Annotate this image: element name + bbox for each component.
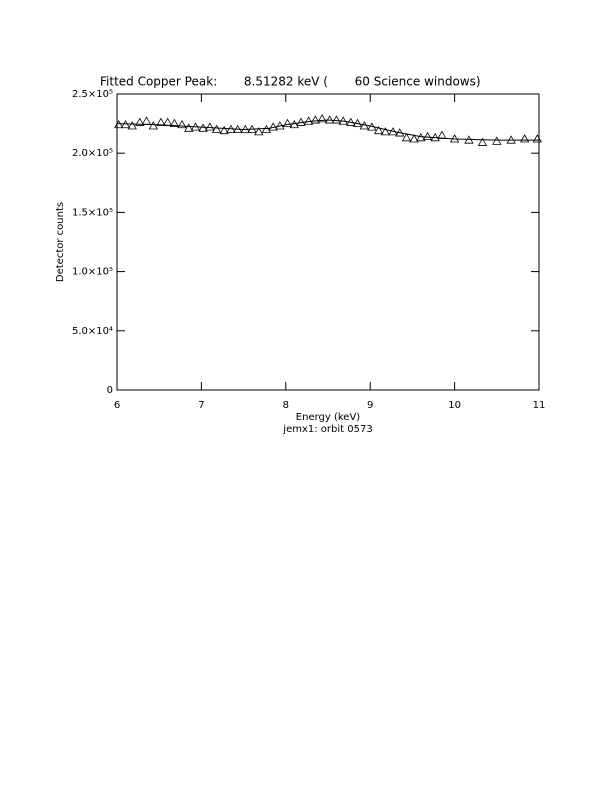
data-point xyxy=(310,115,321,124)
data-point xyxy=(324,115,335,124)
data-point xyxy=(532,134,543,143)
x-tick-label: 10 xyxy=(448,400,461,411)
data-point xyxy=(127,121,137,130)
data-point xyxy=(211,124,222,133)
data-point xyxy=(317,114,327,123)
y-tick-label: 1.5×10⁵ xyxy=(72,207,113,218)
data-point xyxy=(519,134,530,143)
data-point xyxy=(422,131,433,141)
plot-frame xyxy=(116,93,540,391)
data-point xyxy=(401,133,412,142)
fit-line xyxy=(116,119,539,141)
x-tick-label: 6 xyxy=(114,400,120,411)
data-point xyxy=(380,127,391,136)
data-point xyxy=(169,118,180,127)
x-tick-label: 11 xyxy=(533,400,546,411)
data-point xyxy=(113,119,124,129)
data-point xyxy=(303,116,314,125)
data-point xyxy=(409,134,419,143)
data-point xyxy=(373,125,384,135)
data-point xyxy=(162,117,173,126)
x-tick-label: 7 xyxy=(198,400,204,411)
data-point xyxy=(437,130,447,139)
data-point xyxy=(177,119,187,129)
data-point xyxy=(219,125,229,135)
y-tick-label: 2.0×10⁵ xyxy=(72,148,113,159)
subtitle: jemx1: orbit 0573 xyxy=(282,424,372,435)
y-tick-label: 0 xyxy=(107,385,113,396)
y-tick-label: 2.5×10⁵ xyxy=(72,89,113,100)
data-point xyxy=(141,116,152,125)
data-point xyxy=(477,137,488,146)
data-point xyxy=(148,121,158,130)
y-tick-label: 1.0×10⁵ xyxy=(72,267,113,278)
data-point xyxy=(331,115,342,124)
x-tick-label: 8 xyxy=(283,400,289,411)
data-point xyxy=(184,123,194,132)
y-tick-label: 5.0×10⁴ xyxy=(72,326,113,337)
data-point xyxy=(492,136,502,145)
y-axis-label: Detector counts xyxy=(55,202,66,282)
data-point xyxy=(135,117,145,126)
x-tick-label: 9 xyxy=(367,400,373,411)
data-point xyxy=(254,127,264,136)
x-axis-label: Energy (keV) xyxy=(296,412,361,423)
data-point xyxy=(156,117,166,126)
data-point xyxy=(282,118,293,127)
chart-title: Fitted Copper Peak: 8.51282 keV ( 60 Sci… xyxy=(100,75,481,89)
data-point xyxy=(205,122,215,131)
data-point xyxy=(416,133,426,142)
